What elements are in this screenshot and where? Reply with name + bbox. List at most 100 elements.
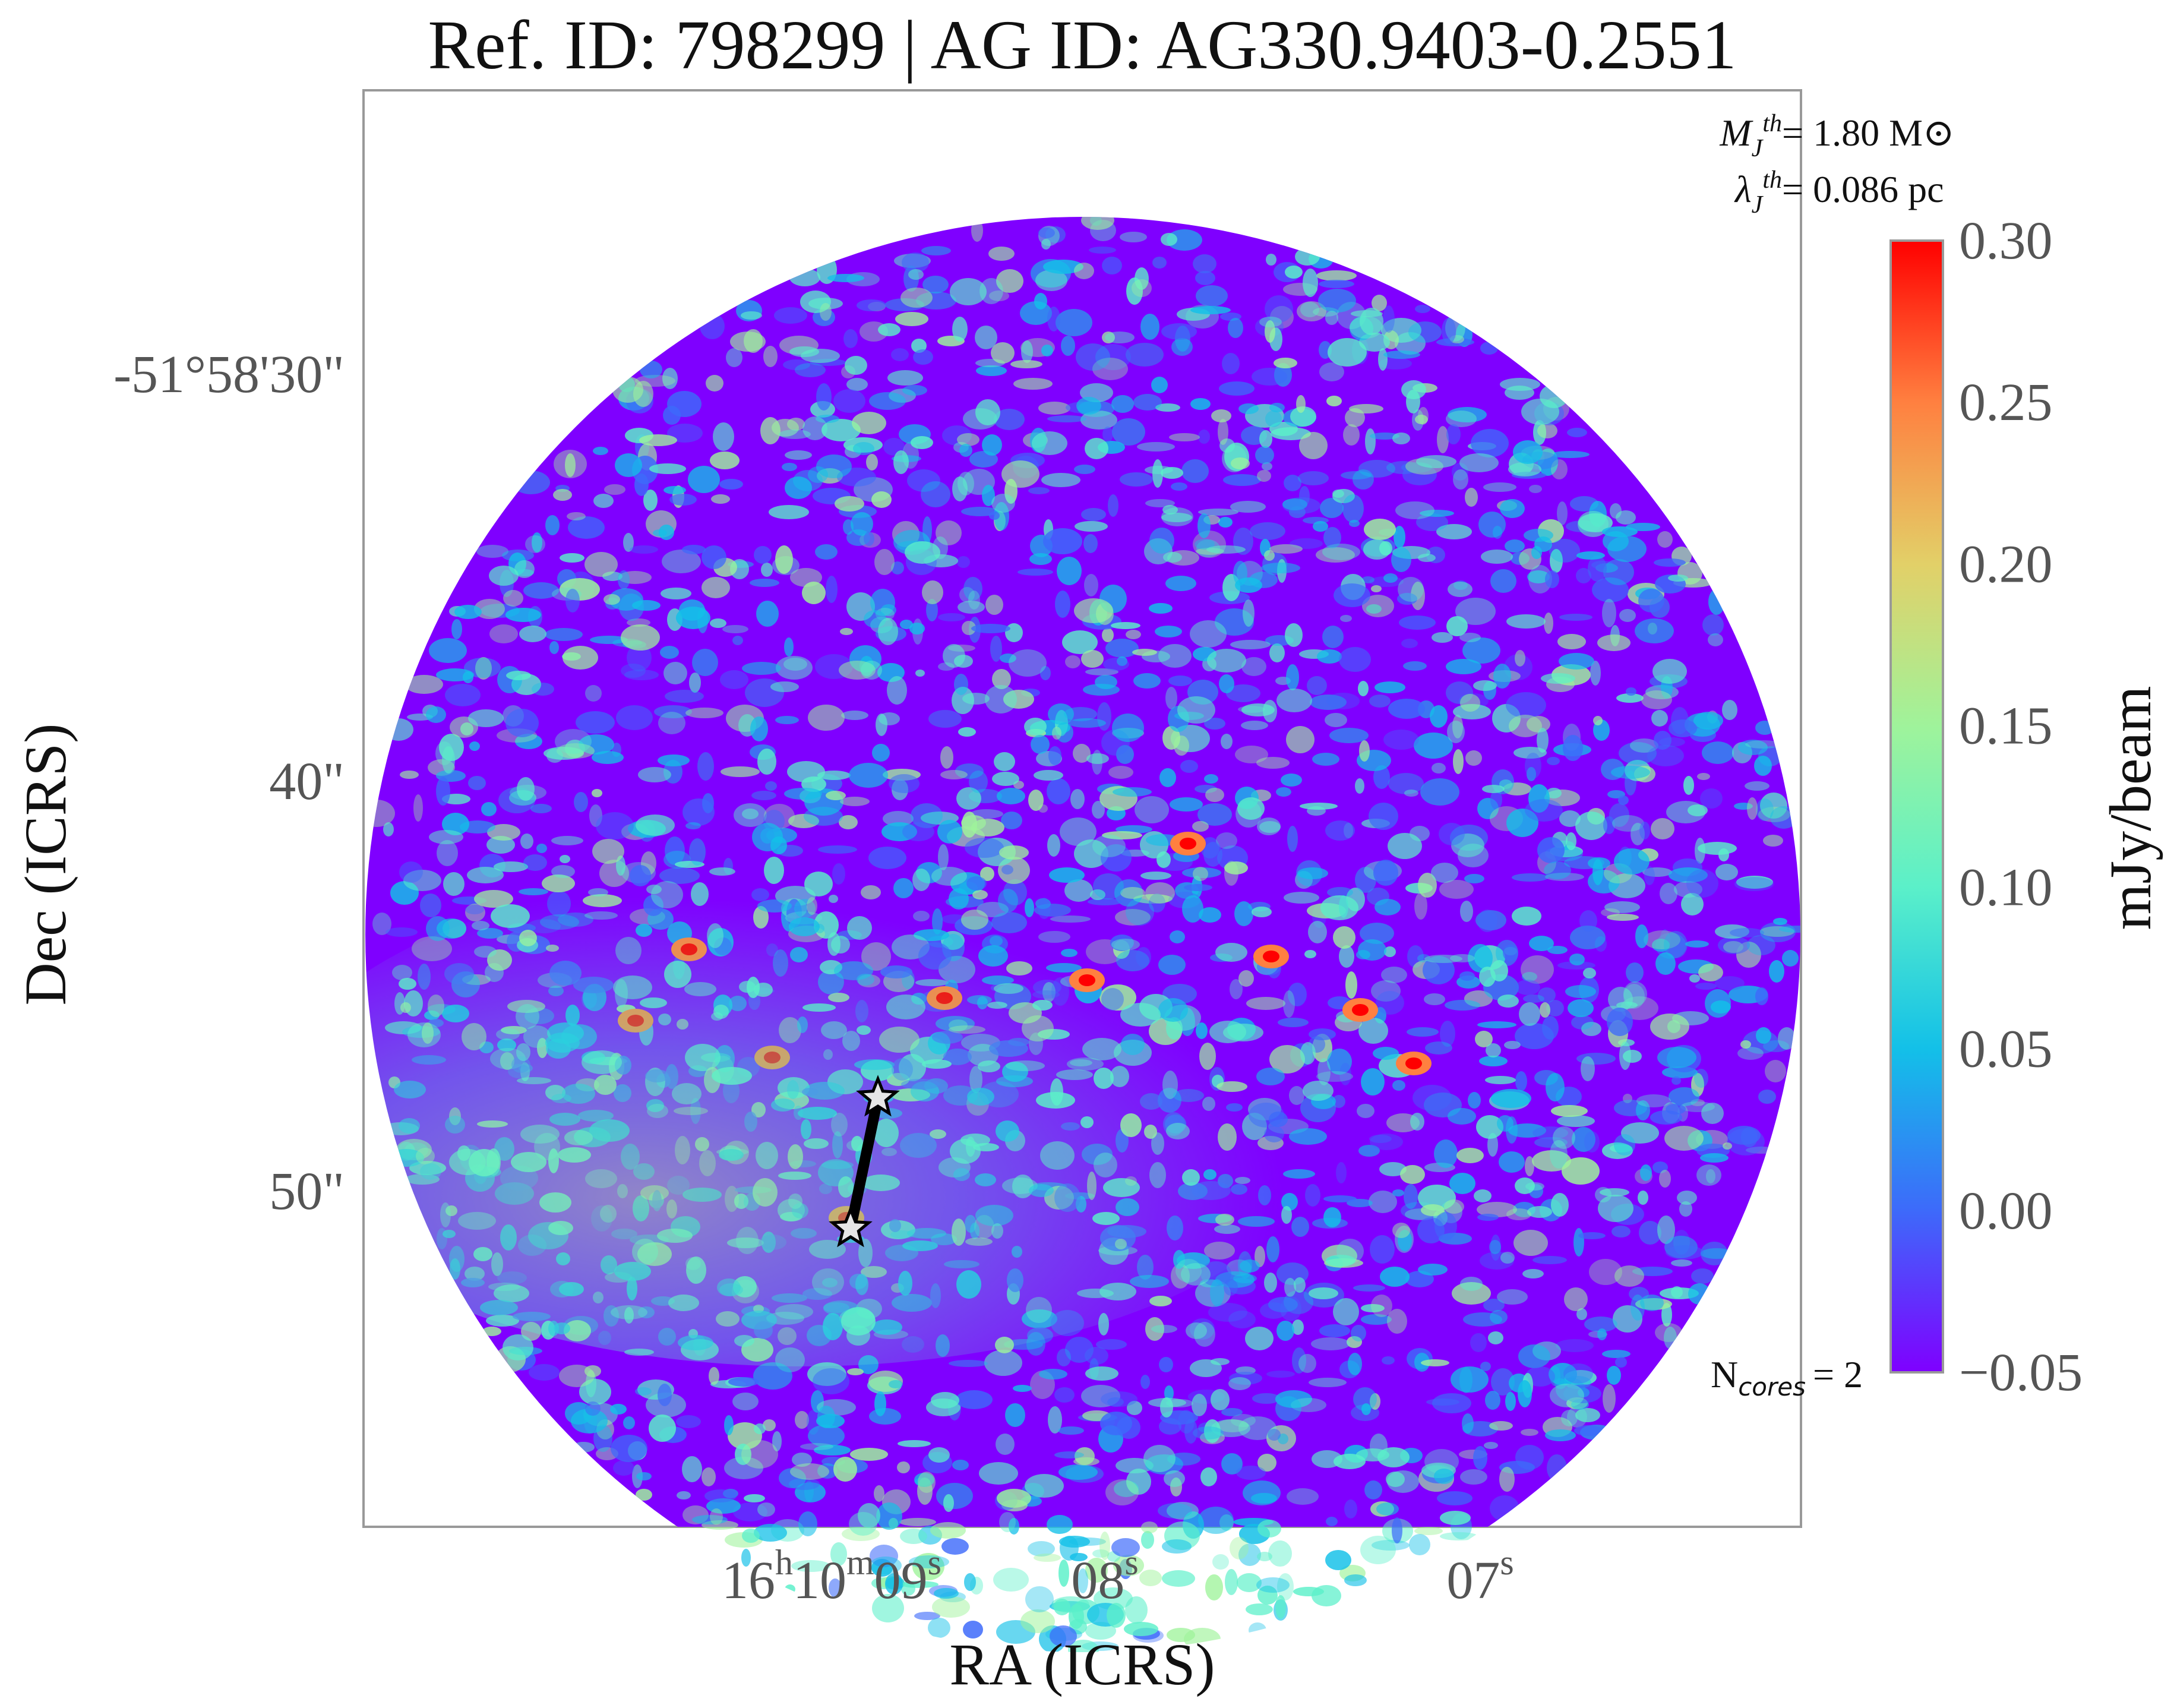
emission-speckle-blob [1133, 673, 1161, 689]
emission-speckle-blob [1557, 1115, 1595, 1127]
emission-speckle-blob [1284, 892, 1319, 904]
emission-speckle-blob [954, 674, 968, 695]
emission-speckle-blob [1388, 773, 1424, 794]
emission-speckle-blob [1680, 1101, 1715, 1112]
emission-speckle-blob [1532, 1126, 1568, 1139]
emission-speckle-blob [1050, 1625, 1077, 1647]
emission-speckle-blob [763, 1419, 776, 1431]
emission-speckle-blob [1446, 424, 1461, 444]
emission-speckle-blob [1383, 573, 1398, 583]
emission-speckle-blob [1339, 647, 1371, 672]
emission-speckle-blob [940, 770, 968, 779]
emission-speckle-blob [514, 560, 535, 578]
emission-speckle-blob [1276, 1321, 1294, 1341]
emission-speckle-blob [971, 624, 1010, 633]
emission-speckle-blob [1550, 1366, 1560, 1386]
emission-speckle-blob [1778, 1027, 1796, 1050]
emission-speckle-blob [1268, 1540, 1292, 1567]
emission-speckle-blob [795, 1411, 809, 1429]
emission-speckle-blob [779, 430, 811, 439]
emission-speckle-blob [1206, 545, 1246, 554]
emission-speckle-blob [1358, 681, 1369, 696]
emission-speckle-blob [1005, 1403, 1025, 1427]
emission-speckle-blob [1371, 1295, 1392, 1317]
emission-speckle-blob [1043, 528, 1082, 554]
emission-speckle-blob [1392, 1517, 1402, 1543]
emission-speckle-blob [1186, 1322, 1207, 1339]
emission-speckle-blob [1162, 1570, 1195, 1587]
emission-speckle-blob [885, 1573, 903, 1595]
emission-speckle-blob [949, 1360, 988, 1367]
emission-speckle-blob [795, 363, 826, 377]
emission-speckle-blob [1424, 1449, 1459, 1474]
emission-speckle-blob [1339, 945, 1354, 968]
emission-speckle-blob [1068, 1640, 1099, 1652]
emission-speckle-blob [1512, 873, 1549, 882]
emission-speckle-blob [1241, 721, 1268, 730]
emission-speckle-blob [465, 904, 485, 921]
emission-speckle-blob [1392, 1189, 1404, 1196]
emission-speckle-blob [788, 814, 819, 828]
emission-speckle-blob [1212, 1554, 1229, 1570]
emission-speckle-blob [1296, 395, 1306, 413]
emission-speckle-blob [800, 291, 831, 313]
emission-speckle-blob [1265, 295, 1293, 323]
emission-speckle-blob [1369, 1135, 1392, 1143]
emission-speckle-blob [619, 593, 644, 621]
emission-speckle-blob [1355, 778, 1364, 794]
emission-speckle-blob [1102, 628, 1114, 642]
emission-speckle-blob [1400, 1165, 1425, 1184]
emission-speckle-blob [1623, 981, 1647, 1006]
emission-speckle-blob [1515, 1177, 1535, 1194]
emission-speckle-blob [763, 346, 778, 367]
emission-speckle-blob [1513, 1230, 1548, 1256]
emission-speckle-blob [1326, 1517, 1338, 1526]
emission-speckle-blob [956, 787, 981, 810]
emission-speckle-blob [921, 246, 951, 255]
emission-speckle-blob [1353, 1387, 1377, 1411]
emission-speckle-blob [999, 1512, 1016, 1532]
emission-speckle-blob [829, 1578, 842, 1597]
y-axis: -51°58'30" 40" 50" [113, 345, 345, 1221]
emission-speckle-blob [1193, 1426, 1224, 1439]
emission-speckle-blob [1085, 438, 1108, 459]
emission-speckle-blob [454, 605, 482, 619]
emission-speckle-blob [1074, 465, 1095, 474]
emission-speckle-blob [991, 342, 1015, 364]
emission-speckle-blob [1341, 471, 1372, 479]
emission-speckle-blob [1266, 1371, 1295, 1378]
emission-speckle-blob [1358, 1018, 1388, 1044]
emission-speckle-blob [494, 861, 528, 872]
core-markers [829, 1075, 900, 1248]
emission-speckle-blob [557, 743, 595, 759]
emission-speckle-blob [1483, 482, 1516, 492]
emission-speckle-blob [742, 1529, 760, 1543]
emission-speckle-blob [1221, 734, 1233, 749]
emission-speckle-blob [1464, 874, 1484, 883]
emission-speckle-blob [728, 1377, 759, 1387]
emission-speckle-blob [1553, 1126, 1575, 1149]
emission-speckle-blob [1356, 950, 1370, 959]
emission-speckle-blob [1155, 403, 1180, 412]
colorbar-tick-label: 0.30 [1959, 211, 2053, 270]
emission-speckle-blob [1266, 1236, 1279, 1262]
emission-speckle-blob [1393, 526, 1405, 548]
emission-speckle-blob [931, 1392, 959, 1409]
emission-speckle-blob [722, 625, 748, 633]
emission-speckle-blob [1141, 1521, 1158, 1533]
emission-speckle-blob [1522, 972, 1537, 981]
emission-speckle-blob [872, 744, 890, 762]
emission-speckle-blob [1057, 1349, 1071, 1366]
emission-speckle-blob [546, 749, 563, 763]
emission-speckle-blob [1124, 1622, 1158, 1636]
emission-speckle-blob [1370, 432, 1399, 440]
emission-speckle-blob [1424, 955, 1462, 963]
emission-speckle-blob [1194, 1322, 1215, 1347]
emission-speckle-blob [1525, 1156, 1534, 1176]
emission-speckle-blob [1268, 1297, 1298, 1312]
emission-speckle-blob [821, 419, 861, 441]
emission-speckle-blob [969, 451, 998, 468]
emission-speckle-blob [1488, 1331, 1503, 1344]
emission-speckle-blob [866, 454, 878, 471]
emission-speckle-blob [532, 683, 554, 696]
